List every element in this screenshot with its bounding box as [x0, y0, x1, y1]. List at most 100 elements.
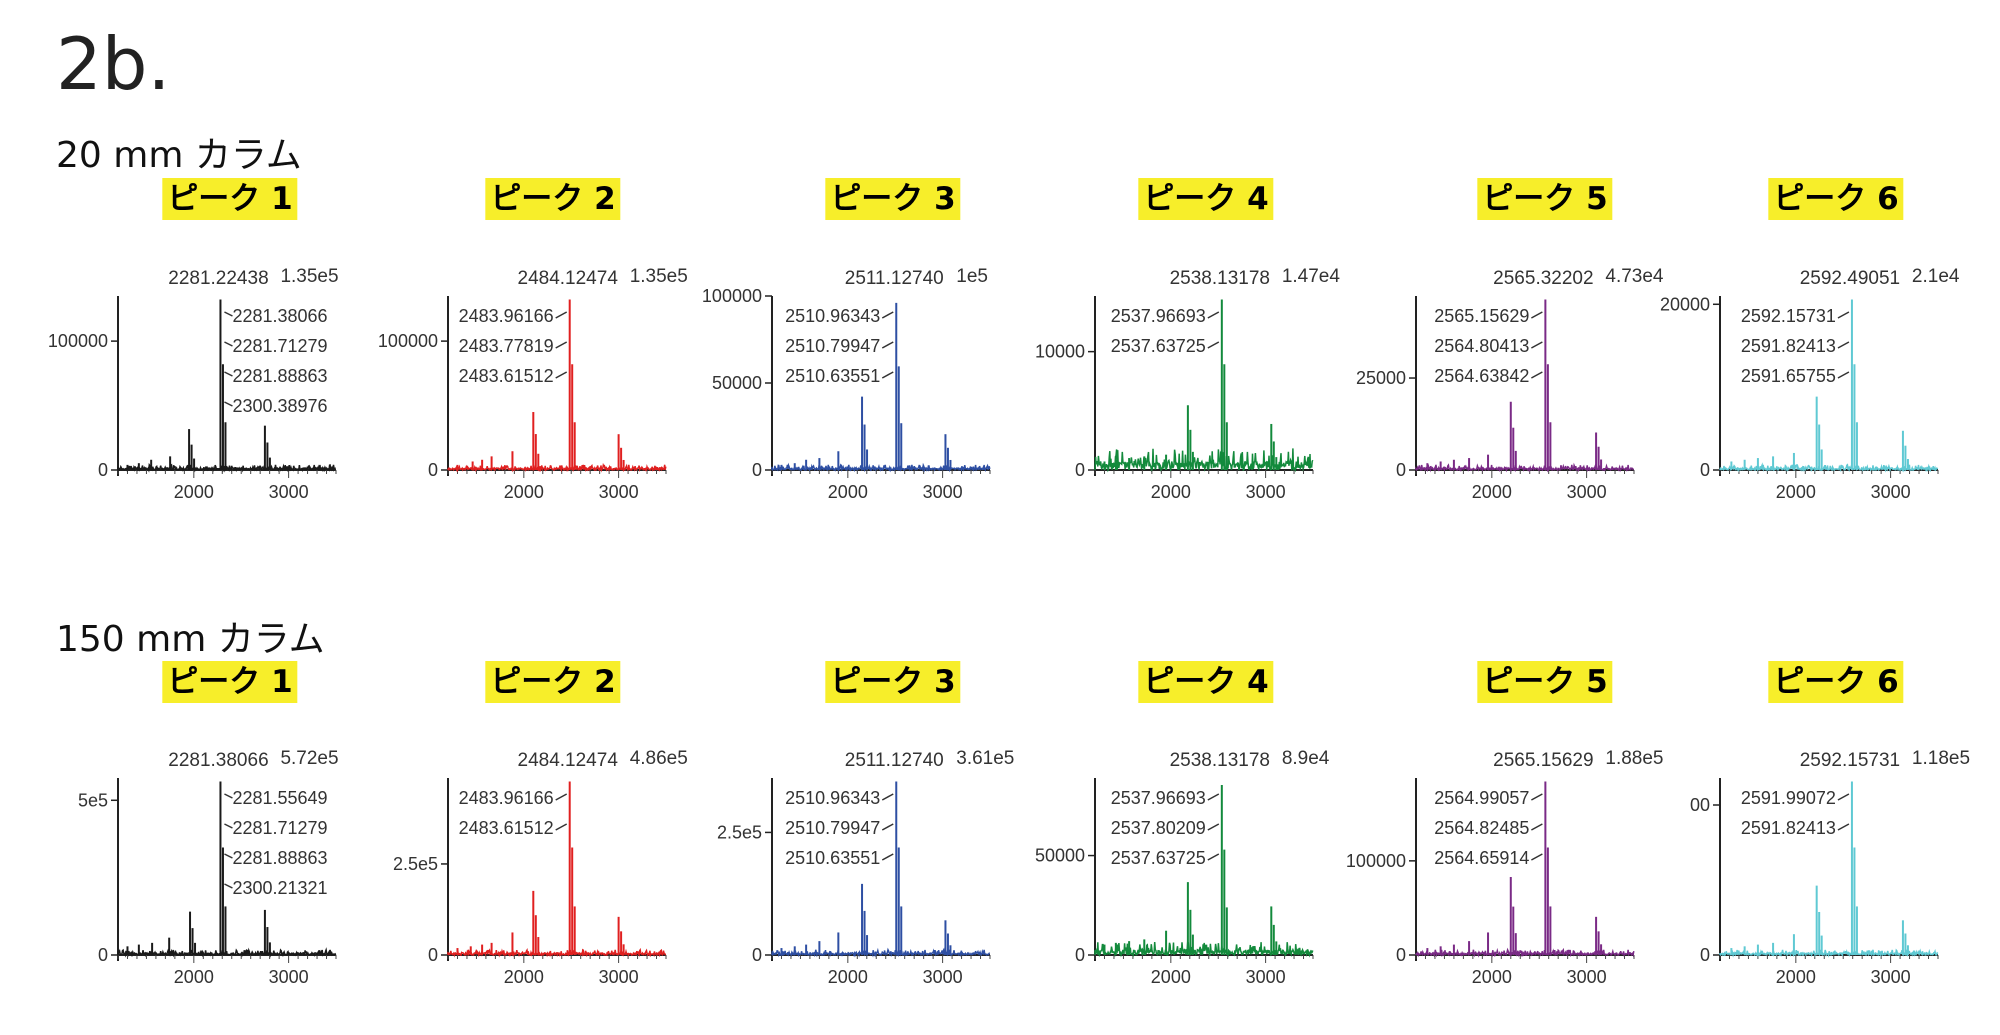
annotation-leader	[1207, 311, 1220, 319]
annotation-label: 2510.63551	[785, 848, 880, 868]
annotation-leader	[555, 371, 568, 379]
peak-mark	[1815, 396, 1823, 470]
annotation-leader	[881, 853, 894, 861]
y-tick-label: 50000	[712, 373, 762, 393]
spectrum-panel-1: 2000 3000 0 100000 2281.22438 1.35e5 2281.3806…	[48, 266, 339, 502]
annotation-label: 2510.63551	[785, 366, 880, 386]
x-tick-label: 2000	[174, 967, 214, 987]
annotation-label: 2592.15731	[1741, 306, 1836, 326]
y-tick-label: 0	[1700, 460, 1710, 480]
peak-mark	[1901, 430, 1909, 470]
annotation-label: 2591.82413	[1741, 336, 1836, 356]
annotation-leader	[555, 793, 568, 801]
x-tick-label: 2000	[1472, 967, 1512, 987]
annotation-leader	[1837, 341, 1850, 349]
y-tick-label: 0	[1396, 945, 1406, 965]
x-tick-label: 2000	[174, 482, 214, 502]
annotation-label: 2281.88863	[232, 848, 327, 868]
annotation-leader	[1531, 341, 1543, 349]
annotation-label: 2281.71279	[232, 818, 327, 838]
annotation-label: 2300.38976	[232, 396, 327, 416]
spectrum-panel-7: 2000 3000 0 5e5 2281.38066 5.72e5 2281.55649 22…	[78, 748, 339, 987]
top-peak-label: 2538.13178	[1170, 750, 1270, 771]
x-tick-label: 3000	[1871, 967, 1911, 987]
peak-title: ピーク 6	[1768, 178, 1904, 220]
peak-title: ピーク 3	[825, 178, 961, 220]
peak-mark	[944, 920, 952, 955]
intensity-scale: 1e5	[956, 266, 988, 287]
intensity-scale: 3.61e5	[956, 748, 1014, 769]
peak-mark	[219, 299, 227, 470]
annotation-leader	[1531, 311, 1543, 319]
peak-title: ピーク 4	[1138, 178, 1274, 220]
annotation-label: 2537.80209	[1111, 818, 1206, 838]
x-tick-label: 2000	[1472, 482, 1512, 502]
x-tick-label: 3000	[1246, 967, 1286, 987]
annotation-leader	[224, 823, 233, 829]
annotation-label: 2483.96166	[459, 306, 554, 326]
peak-mark	[1186, 882, 1194, 955]
y-tick-label: 0	[98, 945, 108, 965]
y-tick-label: 5e5	[78, 790, 108, 810]
y-tick-label: 0	[428, 945, 438, 965]
x-tick-label: 3000	[923, 967, 963, 987]
annotation-label: 2564.99057	[1434, 788, 1529, 808]
annotation-label: 2483.61512	[459, 366, 554, 386]
annotation-label: 2591.65755	[1741, 366, 1836, 386]
top-peak-label: 2281.38066	[168, 750, 268, 771]
y-tick-label: 0	[752, 945, 762, 965]
row-title-20mm: 20 mm カラム	[56, 135, 302, 176]
x-tick-label: 2000	[1151, 967, 1191, 987]
annotation-label: 2281.55649	[232, 788, 327, 808]
peak-title: ピーク 1	[162, 178, 298, 220]
spectrum-panel-11: 2000 3000 0 100000 2565.15629 1.88e5 2564.9905…	[1346, 748, 1664, 987]
peak-mark	[861, 883, 869, 955]
peak-mark	[1815, 885, 1823, 955]
annotation-leader	[1531, 823, 1543, 831]
peak-mark	[219, 781, 227, 955]
annotation-leader	[1207, 793, 1220, 801]
annotation-leader	[1207, 823, 1220, 831]
top-peak-label: 2484.12474	[518, 750, 619, 771]
x-tick-label: 3000	[599, 482, 639, 502]
annotation-label: 2564.82485	[1434, 818, 1529, 838]
intensity-scale: 2.1e4	[1912, 266, 1960, 287]
x-tick-label: 2000	[504, 482, 544, 502]
annotation-leader	[881, 311, 894, 319]
annotation-leader	[1837, 793, 1850, 801]
baseline-noise	[1415, 462, 1635, 473]
figure-title: 2b.	[56, 22, 171, 106]
y-tick-label: 100000	[378, 331, 438, 351]
y-tick-label: 0	[428, 460, 438, 480]
baseline-noise	[447, 462, 667, 473]
spectrum-panel-4: 2000 3000 0 10000 2538.13178 1.47e4 2537.96693…	[1035, 266, 1340, 502]
y-tick-label: 100000	[1346, 851, 1406, 871]
y-tick-label: 2.5e5	[393, 854, 438, 874]
baseline-noise	[1719, 948, 1939, 958]
intensity-scale: 1.88e5	[1605, 748, 1663, 769]
annotation-leader	[1837, 823, 1850, 831]
top-peak-label: 2538.13178	[1170, 268, 1270, 289]
spectrum-panel-10: 2000 3000 0 50000 2538.13178 8.9e4 2537.96693 2…	[1035, 748, 1330, 987]
peak-mark	[944, 434, 952, 470]
peak-mark	[189, 911, 197, 955]
annotation-label: 2591.99072	[1741, 788, 1836, 808]
baseline-noise	[1719, 462, 1939, 473]
y-tick-label: 0	[752, 460, 762, 480]
peak-mark	[568, 781, 576, 955]
peak-mark	[1901, 920, 1909, 955]
y-tick-label: 0	[1700, 945, 1710, 965]
top-peak-label: 2511.12740	[845, 750, 944, 771]
peak-mark	[568, 299, 576, 470]
x-tick-label: 3000	[1567, 967, 1607, 987]
peak-mark	[1509, 876, 1517, 955]
annotation-label: 2510.79947	[785, 336, 880, 356]
x-tick-label: 3000	[923, 482, 963, 502]
annotation-leader	[1531, 371, 1543, 379]
row-title-150mm: 150 mm カラム	[56, 619, 325, 660]
peak-mark	[1544, 299, 1552, 470]
spectrum-panel-8: 2000 3000 0 2.5e5 2484.12474 4.86e5 2483.96166…	[393, 748, 688, 987]
intensity-scale: 4.86e5	[630, 748, 688, 769]
top-peak-label: 2484.12474	[518, 268, 619, 289]
